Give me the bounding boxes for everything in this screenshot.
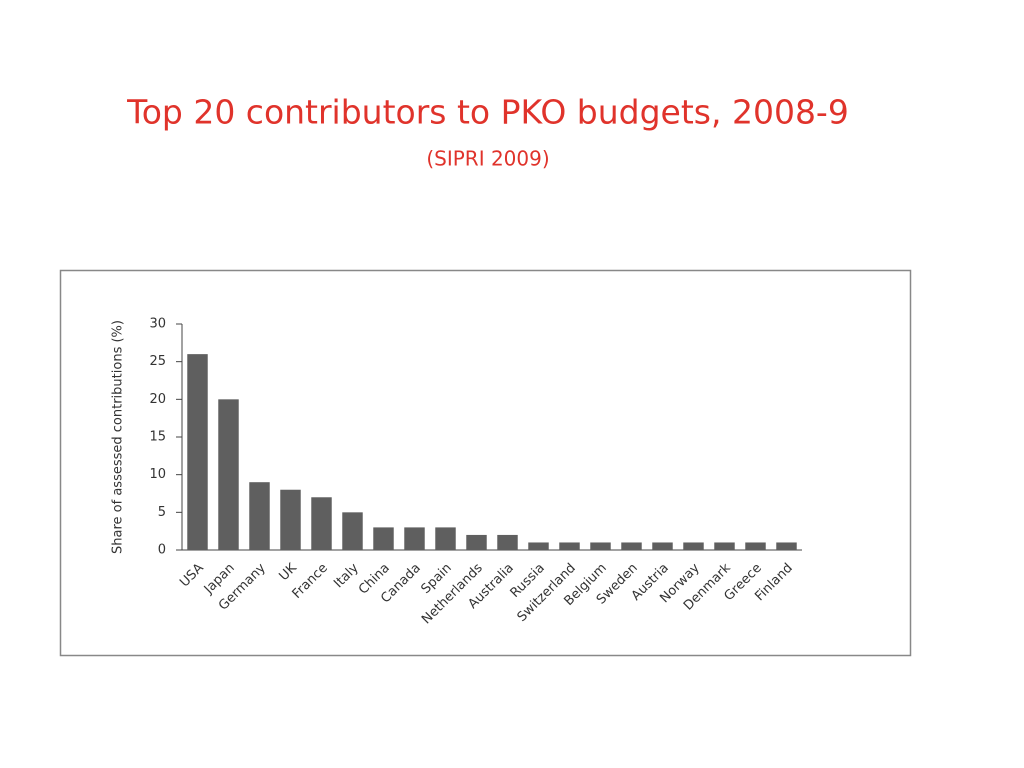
bar [683,542,704,550]
bar [590,542,611,550]
bar [621,542,642,550]
bar [249,482,270,550]
y-tick-label: 20 [149,392,166,407]
bar [528,542,549,550]
y-tick-label: 15 [149,430,166,445]
bar [745,542,766,550]
y-tick-label: 25 [149,354,166,369]
bar [404,527,425,550]
bar [466,534,487,550]
bar [342,512,363,550]
y-tick-label: 5 [158,505,166,520]
bar [652,542,673,550]
y-axis-label: Share of assessed contributions (%) [111,320,126,554]
y-tick-label: 30 [149,317,166,332]
bar [218,399,239,550]
bar [187,354,208,550]
bar [311,497,332,550]
bar [435,527,456,550]
bar [559,542,580,550]
slide-title: Top 20 contributors to PKO budgets, 2008… [126,93,849,132]
y-tick-label: 0 [158,543,166,558]
bar [776,542,797,550]
y-tick-label: 10 [149,467,166,482]
bar [280,489,301,550]
bar [714,542,735,550]
slide-subtitle: (SIPRI 2009) [426,147,549,171]
bar [373,527,394,550]
bar [497,534,518,550]
